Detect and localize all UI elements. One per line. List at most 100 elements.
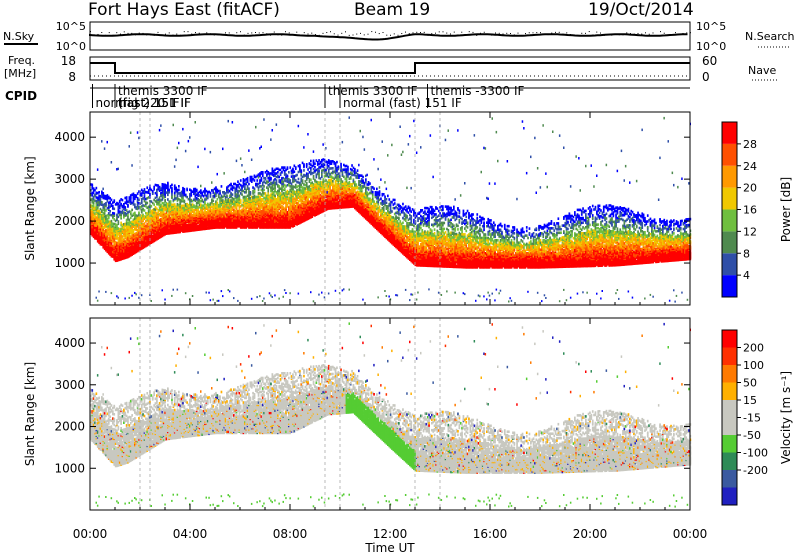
nsearch-dot [153,34,155,36]
power-colorbar-swatch [722,275,737,297]
nsearch-dot [270,34,271,36]
cpid-segment-label: (fast) 151 IF [118,96,191,110]
velocity-colorbar-swatch [722,435,737,453]
nsearch-dot [408,33,410,35]
nsearch-dot [303,32,305,34]
nsearch-dot [191,33,193,35]
power-colorbar-swatch [722,187,737,210]
nsearch-dot [146,34,148,36]
velocity-ytick-label: 3000 [54,378,85,392]
nsearch-dot [502,33,504,35]
power-colorbar-swatch [722,122,737,144]
nsearch-dot [652,32,654,34]
nsearch-dot [195,32,196,34]
nsearch-dot [315,34,316,36]
nsearch-dot [607,34,609,36]
velocity-ytick-label: 1000 [54,461,85,475]
nsearch-dot [251,32,253,34]
nsearch-dot [566,32,568,34]
nsearch-dot [397,34,399,36]
noise-tick-right: 10^0 [696,40,726,53]
xtick-label: 00:00 [673,527,708,541]
nsearch-dot [641,33,643,35]
nsearch-dot [157,31,159,33]
power-colorbar-swatch [722,231,737,254]
power-colorbar-swatch [722,253,737,276]
velocity-colorbar-swatch [722,452,737,470]
nsearch-dot [318,34,320,36]
nsearch-dot [468,31,470,33]
velocity-colorbar-swatch [722,487,737,505]
power-heatmap [90,116,692,303]
nsearch-dot [506,32,508,34]
nsearch-dot [581,32,583,34]
nsearch-dot [450,33,451,35]
nsearch-dot [105,34,106,36]
power-colorbar-tick-label: 8 [743,247,750,260]
nsearch-dot [352,34,354,36]
nsearch-dot [682,32,684,34]
cpid-segment-label: trig 220 IF [118,96,180,110]
nsearch-dot [150,34,151,36]
nsearch-dot [611,34,613,36]
nsearch-dot [637,32,639,34]
nsearch-dot [585,32,586,34]
velocity-colorbar-tick-label: -15 [743,412,761,425]
nsearch-dot [686,32,688,34]
nsky-label: N.Sky [3,30,35,43]
nsearch-dot [645,32,646,34]
nsearch-dot [446,32,448,34]
power-colorbar-swatch [722,209,737,232]
xtick-label: 20:00 [573,527,608,541]
nsearch-dot [135,34,136,36]
velocity-colorbar-swatch [722,417,737,435]
noise-tick-left: 10^0 [56,40,86,53]
nsearch-dot [630,33,631,35]
nsearch-dot [161,34,163,36]
nsearch-dot [453,31,455,33]
nsearch-dot [243,34,245,36]
nsearch-dot [667,34,669,36]
nsearch-dot [555,31,556,33]
velocity-ytick-label: 4000 [54,336,85,350]
nave-label: Nave [748,64,776,77]
power-colorbar-tick-label: 28 [743,138,757,151]
nsearch-dot [420,32,421,34]
nsky-line [89,33,688,41]
velocity-colorbar-tick-label: -200 [743,464,768,477]
nsearch-dot [198,32,200,34]
nsearch-dot [300,34,301,36]
power-ytick-label: 4000 [54,130,85,144]
power-colorbar-tick-label: 4 [743,269,750,282]
freq-label: Freq. [8,54,35,67]
nsearch-dot [442,31,444,33]
nsearch-dot [187,31,189,33]
nsearch-dot [168,32,170,34]
nsearch-dot [600,32,601,34]
velocity-colorbar-tick-label: 100 [743,359,764,372]
nsearch-dot [172,34,174,36]
xtick-label: 08:00 [273,527,308,541]
nsearch-dot [678,33,680,35]
nsearch-dot [382,32,384,34]
nsearch-dot [375,31,376,33]
nsearch-dot [562,33,564,35]
nsearch-dot [247,32,249,34]
nsearch-dot [266,33,268,35]
velocity-colorbar-swatch [722,470,737,488]
nsearch-dot [626,32,628,34]
velocity-colorbar-tick-label: 15 [743,394,757,407]
nsearch-dot [236,32,238,34]
nsearch-dot [127,32,129,34]
nsearch-dot [138,32,140,34]
nsearch-dot [180,34,181,36]
nsearch-dot [112,34,114,36]
nsearch-dot [322,32,324,34]
power-colorbar-label: Power [dB] [779,177,793,242]
x-axis-label: Time UT [364,541,415,554]
nsearch-dot [356,33,358,35]
nsearch-dot [461,31,463,33]
nsearch-dot [255,31,256,33]
nsearch-dot [228,32,230,34]
site-title: Fort Hays East (fitACF) [88,2,280,19]
